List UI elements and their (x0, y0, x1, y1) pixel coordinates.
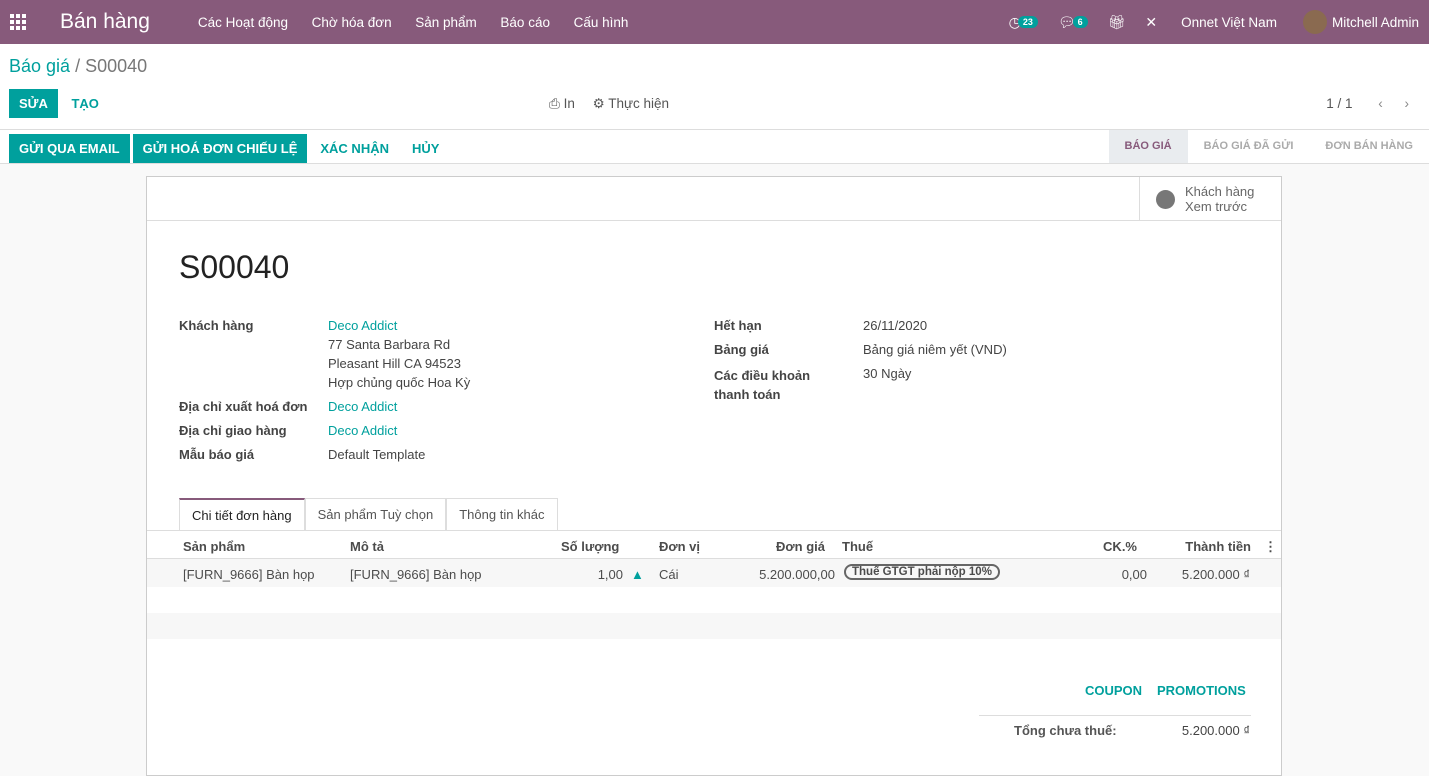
pricelist-label: Bảng giá (714, 342, 769, 357)
menu-products[interactable]: Sản phẩm (415, 14, 477, 30)
cell-description: [FURN_9666] Bàn họp (350, 567, 482, 582)
promotions-button[interactable]: PROMOTIONS (1157, 683, 1246, 698)
record-name: S00040 (179, 249, 290, 285)
activity-badge: 23 (1017, 16, 1038, 28)
coupon-button[interactable]: COUPON (1085, 683, 1143, 698)
template-label: Mẫu báo giá (179, 447, 255, 462)
cancel-button[interactable]: HỦY (412, 141, 440, 156)
tab-other-info[interactable]: Thông tin khác (446, 498, 558, 531)
breadcrumb-parent[interactable]: Báo giá (9, 56, 71, 76)
gift-icon[interactable]: 🎁︎ (1107, 13, 1126, 30)
tab-order-lines[interactable]: Chi tiết đơn hàng (179, 498, 305, 531)
breadcrumb-sep: / (75, 56, 81, 76)
apps-menu-icon[interactable] (10, 14, 28, 30)
table-row[interactable]: [FURN_9666] Bàn họp [FURN_9666] Bàn họp … (147, 559, 1281, 587)
col-uom[interactable]: Đơn vị (659, 539, 701, 554)
breadcrumb: Báo giá / S00040 (9, 56, 147, 77)
col-product[interactable]: Sản phẩm (183, 539, 246, 554)
action-button[interactable]: ⚙ Thực hiện (593, 96, 669, 111)
pager-next-icon[interactable]: › (1404, 96, 1410, 111)
form-sheet: Khách hàng Xem trước S00040 Khách hàng De… (146, 176, 1282, 776)
gear-icon: ⚙ (592, 96, 605, 111)
menu-activities[interactable]: Các Hoạt động (197, 14, 288, 30)
cell-unit-price: 5.200.000,00 (759, 567, 835, 582)
table-header: Sản phẩm Mô tả Số lượng Đơn vị Đơn giá T… (147, 531, 1281, 559)
expiry-field[interactable]: 26/11/2020 (863, 318, 928, 333)
cell-discount: 0,00 (1121, 567, 1147, 582)
cell-uom: Cái (659, 567, 679, 582)
status-bar: GỬI QUA EMAIL GỬI HOÁ ĐƠN CHIẾU LỆ XÁC N… (0, 129, 1429, 164)
payment-terms-label: Các điều khoản thanh toán (714, 368, 811, 402)
company-switcher[interactable]: Onnet Việt Nam (1181, 14, 1277, 30)
cell-quantity: 1,00 (597, 567, 623, 582)
create-button[interactable]: TẠO (71, 96, 99, 111)
menu-reports[interactable]: Báo cáo (500, 14, 550, 30)
forecast-chart-icon[interactable]: ▲ (631, 567, 644, 582)
pager-prev-icon[interactable]: ‹ (1378, 96, 1383, 111)
send-proforma-button[interactable]: GỬI HOÁ ĐƠN CHIẾU LỆ (132, 134, 308, 163)
invoice-address-field[interactable]: Deco Addict (328, 399, 398, 414)
pager-value: 1 / 1 (1326, 96, 1353, 111)
pricelist-field[interactable]: Bảng giá niêm yết (VND) (863, 342, 1007, 357)
menu-to-invoice[interactable]: Chờ hóa đơn (311, 14, 392, 30)
delivery-address-field[interactable]: Deco Addict (328, 423, 398, 438)
action-label: Thực hiện (608, 96, 670, 111)
print-button[interactable]: ⎙ In (549, 96, 575, 111)
print-label: In (563, 96, 575, 111)
untaxed-label: Tổng chưa thuế: (1014, 723, 1117, 738)
message-badge: 6 (1072, 16, 1088, 28)
address-line3: Hợp chủng quốc Hoa Kỳ (328, 375, 471, 390)
globe-icon (1156, 189, 1175, 209)
tab-optional-products[interactable]: Sản phẩm Tuỳ chọn (304, 498, 447, 531)
address-line1: 77 Santa Barbara Rd (328, 337, 451, 352)
breadcrumb-current: S00040 (85, 56, 148, 76)
tools-icon[interactable]: ✕ (1145, 13, 1158, 30)
col-taxes[interactable]: Thuế (842, 539, 874, 554)
payment-terms-field[interactable]: 30 Ngày (863, 366, 912, 381)
col-subtotal[interactable]: Thành tiền (1185, 539, 1251, 554)
activity-clock-icon[interactable]: ◷ (1008, 13, 1021, 30)
customer-field[interactable]: Deco Addict (328, 318, 398, 333)
preview-line2: Xem trước (1185, 199, 1248, 214)
template-field[interactable]: Default Template (328, 447, 426, 462)
customer-label: Khách hàng (179, 318, 254, 333)
chat-icon[interactable]: 💬︎ (1057, 13, 1076, 30)
column-options-icon[interactable]: ⋮ (1264, 539, 1277, 554)
user-menu[interactable]: Mitchell Admin (1331, 14, 1419, 30)
delivery-address-label: Địa chỉ giao hàng (179, 423, 287, 438)
app-title[interactable]: Bán hàng (60, 10, 150, 33)
stage-quotation[interactable]: BÁO GIÁ (1108, 130, 1188, 163)
avatar[interactable] (1302, 10, 1327, 34)
control-panel: Báo giá / S00040 SỬA TẠO ⎙ In ⚙ Thực hiệ… (0, 44, 1429, 129)
cell-subtotal: 5.200.000 ₫ (1181, 567, 1250, 582)
col-quantity[interactable]: Số lượng (561, 539, 620, 554)
col-unit-price[interactable]: Đơn giá (776, 539, 825, 554)
send-email-button[interactable]: GỬI QUA EMAIL (9, 134, 130, 163)
address-line2: Pleasant Hill CA 94523 (328, 356, 461, 371)
tax-tag: Thuế GTGT phải nộp 10% (844, 564, 1000, 580)
col-description[interactable]: Mô tả (350, 539, 384, 554)
stage-quotation-sent[interactable]: BÁO GIÁ ĐÃ GỬI (1203, 140, 1294, 152)
print-icon: ⎙ (549, 96, 560, 111)
menu-config[interactable]: Cấu hình (573, 14, 629, 30)
edit-button[interactable]: SỬA (9, 89, 58, 118)
cell-product: [FURN_9666] Bàn họp (183, 567, 315, 582)
expiry-label: Hết hạn (714, 318, 762, 333)
invoice-address-label: Địa chỉ xuất hoá đơn (179, 399, 308, 414)
untaxed-amount: 5.200.000 ₫ (1181, 723, 1250, 738)
confirm-button[interactable]: XÁC NHẬN (320, 141, 389, 156)
col-discount[interactable]: CK.% (1103, 539, 1137, 554)
customer-preview-button[interactable]: Khách hàng Xem trước (1139, 177, 1281, 221)
top-navbar: Bán hàng Các Hoạt động Chờ hóa đơn Sản p… (0, 0, 1429, 44)
preview-line1: Khách hàng (1185, 184, 1255, 199)
stage-sales-order[interactable]: ĐƠN BÁN HÀNG (1325, 140, 1413, 152)
